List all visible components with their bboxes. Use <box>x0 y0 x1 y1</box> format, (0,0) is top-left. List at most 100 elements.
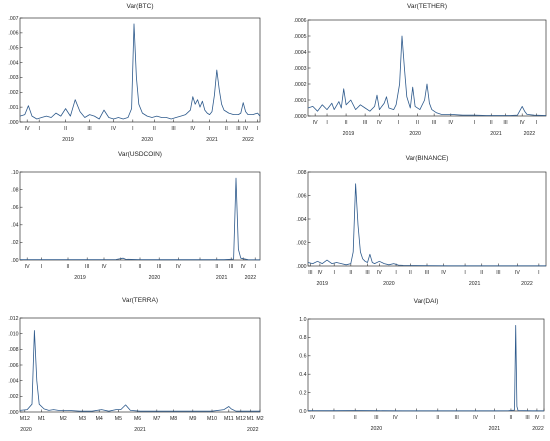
x-tick-label: II <box>345 120 348 126</box>
x-tick-label: M2 <box>256 416 263 422</box>
x-tick-label: I <box>132 126 133 132</box>
y-tick-label: 0.8 <box>299 335 306 341</box>
chart-title: Var(TERRA) <box>122 297 158 304</box>
series-line <box>307 183 546 267</box>
chart-title: Var(TETHER) <box>407 3 447 10</box>
plot-frame <box>307 19 547 117</box>
x-tick-label: M12 <box>236 416 246 422</box>
y-tick-label: 0.0 <box>299 409 306 415</box>
y-tick-label: .006 <box>8 31 18 37</box>
x-tick-label: II <box>510 415 513 421</box>
x-tick-label: II <box>67 264 70 270</box>
x-tick-label: II <box>64 126 67 132</box>
y-tick-label: .005 <box>8 46 18 52</box>
x-tick-label: II <box>480 270 483 276</box>
x-tick-label: IV <box>190 126 195 132</box>
x-tick-label: III <box>87 126 91 132</box>
x-year-label: 2022 <box>524 131 536 137</box>
x-tick-label: III <box>229 264 233 270</box>
plot-frame <box>307 318 545 412</box>
x-tick-label: III <box>503 120 507 126</box>
x-tick-label: I <box>38 126 39 132</box>
x-tick-label: IV <box>317 270 322 276</box>
chart-panel-6: Var(DAI)0.00.20.40.60.81.0IV I II III IV I II I… <box>299 298 544 432</box>
y-tick-label: .002 <box>8 394 18 400</box>
x-year-label: 2021 <box>206 137 218 143</box>
x-tick-label: IV <box>102 264 107 270</box>
x-year-label: 2021 <box>134 427 146 433</box>
x-tick-label: M8 <box>170 416 177 422</box>
x-year-label: 2020 <box>409 131 421 137</box>
y-tick-label: .0002 <box>294 82 307 88</box>
x-tick-label: I <box>199 264 200 270</box>
y-tick-label: 1.0 <box>299 317 306 323</box>
y-tick-label: 0.6 <box>299 354 306 360</box>
x-tick-label: I <box>494 415 495 421</box>
x-tick-label: M1 <box>38 416 45 422</box>
y-tick-label: .002 <box>296 240 306 246</box>
x-tick-label: I <box>538 270 539 276</box>
x-tick-label: IV <box>310 415 315 421</box>
y-tick-label: .10 <box>11 170 18 176</box>
plot-frame <box>19 171 261 261</box>
x-year-label: 2019 <box>317 281 329 287</box>
y-tick-label: 0.2 <box>299 390 306 396</box>
chart-panel-1: Var(BTC) .000 .001 .002 .003 .004 .005 .006 .007… <box>8 3 261 143</box>
x-tick-label: I <box>398 120 399 126</box>
x-year-label: 2022 <box>521 281 533 287</box>
x-year-label: 2021 <box>469 281 481 287</box>
x-tick-label: M3 <box>79 416 86 422</box>
x-tick-label: II <box>436 415 439 421</box>
x-tick-label: IV <box>111 126 116 132</box>
y-tick-label: .00 <box>11 258 18 264</box>
x-tick-label: I <box>416 415 417 421</box>
x-tick-label: IV <box>515 270 520 276</box>
x-tick-label: M2 <box>60 416 67 422</box>
x-tick-label: IV <box>313 120 318 126</box>
x-year-label: 2022 <box>245 275 257 281</box>
y-tick-label: .06 <box>11 205 18 211</box>
x-year-label: 2019 <box>62 137 74 143</box>
x-year-label: 2022 <box>247 427 259 433</box>
x-year-label: 2019 <box>343 131 355 137</box>
x-tick-label: II <box>409 270 412 276</box>
x-tick-label: M6 <box>134 416 141 422</box>
x-tick-label: M12 <box>20 416 30 422</box>
x-tick-label: IV <box>377 270 382 276</box>
y-tick-label: .0006 <box>294 18 307 24</box>
x-tick-label: I <box>257 126 258 132</box>
x-year-label: 2020 <box>141 137 153 143</box>
y-tick-label: 0.4 <box>299 372 306 378</box>
y-tick-label: .0001 <box>294 98 307 104</box>
y-tick-label: .001 <box>8 105 18 111</box>
x-tick-label: III <box>171 126 175 132</box>
x-tick-label: I <box>333 270 334 276</box>
y-tick-label: .008 <box>296 170 306 176</box>
x-tick-label: I <box>120 264 121 270</box>
y-tick-label: .003 <box>8 75 18 81</box>
series-line <box>307 35 547 116</box>
x-year-label: 2020 <box>20 427 32 433</box>
x-tick-label: III <box>425 270 429 276</box>
x-tick-label: IV <box>448 120 453 126</box>
x-tick-label: III <box>308 270 312 276</box>
x-year-label: 2021 <box>490 131 502 137</box>
plot-frame <box>19 317 261 413</box>
y-tick-label: .000 <box>8 120 18 126</box>
chart-title: Var(USDCOIN) <box>118 151 162 158</box>
x-tick-label: IV <box>176 264 181 270</box>
x-tick-label: II <box>490 120 493 126</box>
x-tick-label: III <box>374 415 378 421</box>
y-tick-label: .04 <box>11 223 18 229</box>
chart-title: Var(BTC) <box>127 3 154 10</box>
chart-panel-5: Var(TERRA) .000 .002 .004 .006 .008 .010 .012 M1… <box>8 297 263 433</box>
chart-title: Var(BINANCE) <box>406 155 449 162</box>
y-tick-label: .000 <box>296 264 306 270</box>
x-tick-label: III <box>496 270 500 276</box>
x-tick-label: M10 <box>207 416 217 422</box>
chart-panel-2: Var(TETHER) .0000 .0001 .0002 .0003 .0004 .000… <box>294 3 547 137</box>
x-tick-label: II <box>225 126 228 132</box>
